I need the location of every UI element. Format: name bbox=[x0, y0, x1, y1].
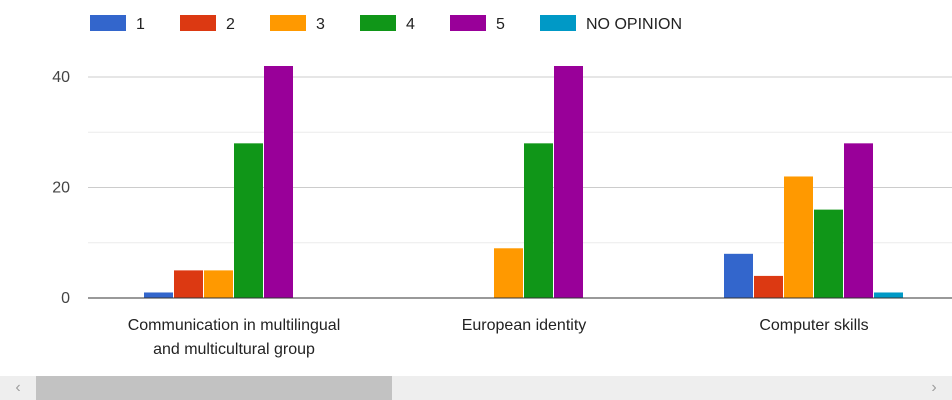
bar-5 bbox=[264, 66, 293, 298]
x-category-label: and multicultural group bbox=[153, 341, 315, 358]
bar-5 bbox=[844, 143, 873, 298]
bar-2 bbox=[754, 275, 783, 298]
x-category-label: Computer skills bbox=[759, 317, 868, 334]
y-tick-label: 40 bbox=[52, 69, 70, 86]
bar-2 bbox=[174, 270, 203, 298]
bar-5 bbox=[554, 66, 583, 298]
scroll-left-arrow-icon[interactable]: ‹ bbox=[15, 379, 21, 396]
bar-3 bbox=[204, 270, 233, 298]
bar-4 bbox=[814, 209, 843, 298]
scrollbar-thumb[interactable] bbox=[36, 376, 392, 400]
legend-label: 3 bbox=[316, 16, 325, 33]
bar-1 bbox=[724, 253, 753, 298]
bar-3 bbox=[784, 176, 813, 298]
legend-label: 1 bbox=[136, 16, 145, 33]
x-category-label: Communication in multilingual bbox=[128, 317, 341, 334]
legend-swatch bbox=[540, 15, 576, 31]
legend-label: 2 bbox=[226, 16, 235, 33]
bar-chart: 0 20 40 Communication in multilingual and mu… bbox=[52, 15, 952, 358]
horizontal-scrollbar[interactable]: ‹ › bbox=[0, 376, 952, 400]
bar-4 bbox=[524, 143, 553, 298]
legend-swatch bbox=[450, 15, 486, 31]
legend-label: 4 bbox=[406, 16, 415, 33]
legend-swatch bbox=[270, 15, 306, 31]
bar-4 bbox=[234, 143, 263, 298]
y-tick-label: 0 bbox=[61, 290, 70, 307]
scroll-right-arrow-icon[interactable]: › bbox=[931, 379, 937, 396]
legend-swatch bbox=[180, 15, 216, 31]
legend-label: 5 bbox=[496, 16, 505, 33]
bar-3 bbox=[494, 248, 523, 298]
x-category-label: European identity bbox=[462, 317, 587, 334]
legend-label: NO OPINION bbox=[586, 16, 682, 33]
bar-1 bbox=[144, 292, 173, 298]
y-tick-label: 20 bbox=[52, 180, 70, 197]
legend-swatch bbox=[360, 15, 396, 31]
bar-no-opinion bbox=[874, 292, 903, 298]
legend-swatch bbox=[90, 15, 126, 31]
